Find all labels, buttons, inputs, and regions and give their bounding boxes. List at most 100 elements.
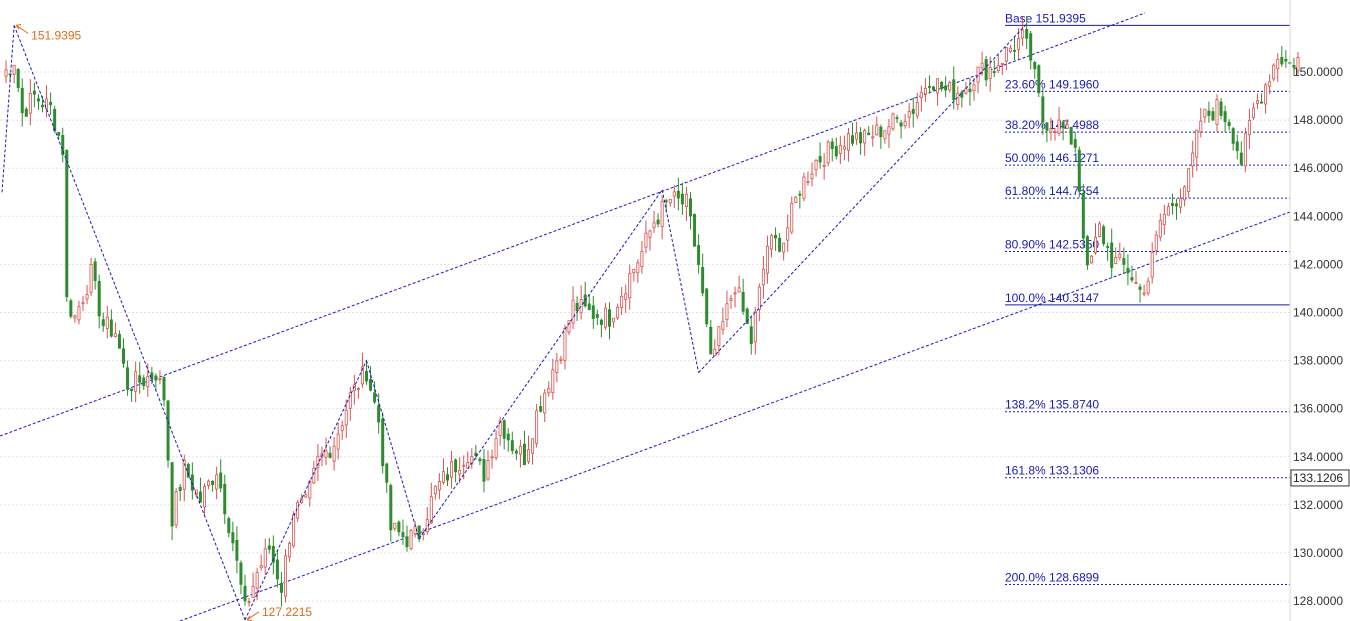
candle-up [134, 371, 138, 392]
candle-up [737, 287, 741, 293]
candle-up [215, 474, 219, 490]
price-tick-label: 128.0000 [1293, 594, 1343, 608]
candle-down [117, 334, 121, 349]
candle-up [1089, 255, 1093, 264]
candle-down [1284, 58, 1288, 62]
candle-down [445, 474, 449, 481]
candle-up [628, 273, 632, 299]
candle-up [855, 132, 859, 140]
candle-up [976, 66, 980, 83]
candle-up [1118, 254, 1122, 259]
fib-level-label: Base 151.9395 [1005, 11, 1086, 25]
candle-up [765, 245, 769, 274]
price-tick-label: 140.0000 [1293, 306, 1343, 320]
candle-up [1195, 129, 1199, 158]
candle-down [911, 109, 915, 114]
candle-up [1008, 47, 1012, 52]
candle-down [1130, 277, 1134, 281]
candle-down [130, 388, 134, 391]
price-axis[interactable]: 128.0000 130.0000 132.0000 134.0000 136.0000… [1289, 0, 1350, 621]
candle-down [701, 267, 705, 294]
candle-up [462, 464, 466, 467]
candle-down [968, 88, 972, 93]
candle-down [1045, 122, 1049, 131]
candle-down [36, 98, 40, 102]
extreme-price-label: 127.2215 [262, 605, 312, 619]
candle-up [1021, 29, 1025, 39]
candle-down [656, 219, 660, 225]
candle-up [753, 311, 757, 343]
candle-up [640, 251, 644, 267]
candle-down [478, 458, 482, 462]
extreme-arrow-icon [15, 23, 29, 34]
candle-down [1227, 121, 1231, 127]
candle-up [1098, 223, 1102, 238]
candle-down [960, 92, 964, 98]
candle-down [49, 102, 53, 106]
price-tick-label: 146.0000 [1293, 161, 1343, 175]
candle-up [158, 378, 162, 381]
candle-up [1057, 119, 1061, 134]
candle-up [360, 366, 364, 385]
candle-up [660, 201, 664, 227]
candle-down [223, 483, 227, 515]
candle-up [458, 470, 462, 475]
last-price-box [1290, 469, 1350, 487]
candle-up [1268, 81, 1272, 87]
candle-up [883, 130, 887, 140]
candle-down [61, 134, 65, 156]
candle-up [761, 268, 765, 286]
candle-up [28, 93, 32, 114]
candle-down [1170, 203, 1174, 206]
candle-down [97, 280, 101, 317]
candle-up [85, 294, 89, 300]
candle-up [1247, 120, 1251, 136]
candle-down [1231, 128, 1235, 144]
candle-up [1179, 198, 1183, 208]
candle-down [895, 117, 899, 120]
candle-up [1142, 292, 1146, 295]
fib-level-label: 61.80% 144.7554 [1005, 184, 1099, 198]
candle-up [717, 326, 721, 346]
candle-down [53, 108, 57, 132]
candle-down [239, 562, 243, 585]
candle-down [198, 491, 202, 503]
candle-up [1296, 57, 1300, 72]
fib-level-label: 138.2% 135.8740 [1005, 398, 1099, 412]
candle-up [672, 191, 676, 197]
candle-up [316, 455, 320, 468]
candle-down [818, 156, 822, 163]
candle-up [283, 555, 287, 597]
candle-down [745, 308, 749, 325]
candle-down [109, 319, 113, 337]
candle-down [154, 375, 158, 381]
candle-up [1053, 131, 1057, 134]
candle-up [437, 481, 441, 491]
candle-up [1017, 38, 1021, 50]
candle-up [113, 333, 117, 337]
candle-down [851, 135, 855, 144]
candle-down [741, 291, 745, 312]
candle-up [182, 460, 186, 490]
candle-up [757, 286, 761, 310]
candle-down [834, 146, 838, 157]
fib-level-label: 200.0% 128.6899 [1005, 571, 1099, 585]
candle-down [693, 214, 697, 247]
candle-up [1191, 152, 1195, 167]
zigzag-segment [244, 360, 367, 621]
candle-up [822, 164, 826, 168]
candle-down [676, 190, 680, 199]
candle-up [567, 320, 571, 333]
candle-up [450, 461, 454, 478]
candle-up [887, 126, 891, 135]
fibonacci-levels[interactable]: Base 151.9395 23.60% 149.1960 38.20% 147.4… [1005, 11, 1290, 586]
candle-up [409, 530, 413, 550]
zigzag-lines [1, 23, 1028, 621]
candle-up [1251, 107, 1255, 118]
candle-up [77, 306, 81, 321]
candle-down [899, 122, 903, 127]
candle-up [810, 173, 814, 179]
candle-up [1094, 236, 1098, 253]
